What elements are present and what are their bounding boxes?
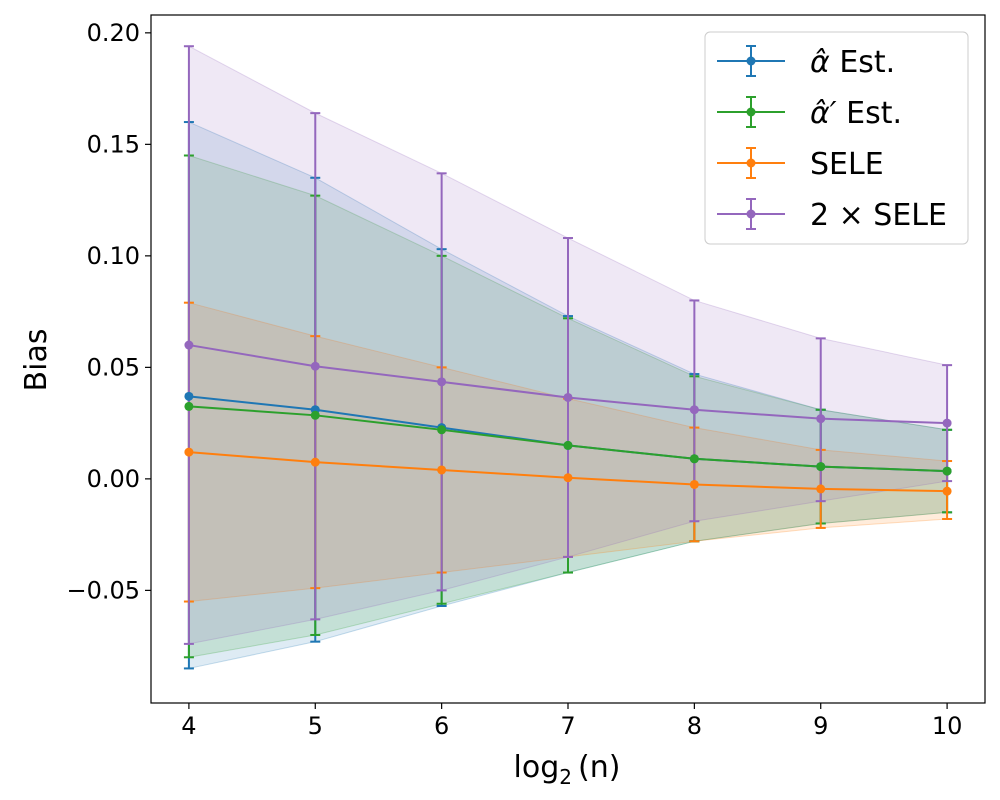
y-tick-label: 0.20 bbox=[87, 19, 140, 47]
x-axis-label-sub: 2 bbox=[559, 765, 572, 789]
legend-box bbox=[704, 31, 969, 245]
x-tick-label: 7 bbox=[560, 712, 575, 740]
legend-label-suffix: Est. bbox=[837, 96, 902, 131]
legend-marker bbox=[746, 158, 756, 168]
legend-marker bbox=[746, 56, 756, 66]
data-point bbox=[563, 473, 573, 483]
legend-label-main: α̂ bbox=[810, 45, 830, 80]
x-tick-label: 10 bbox=[932, 712, 963, 740]
data-point bbox=[437, 425, 447, 435]
y-tick-label: 0.15 bbox=[87, 130, 140, 158]
y-tick-label: 0.00 bbox=[87, 465, 140, 493]
data-point bbox=[310, 457, 320, 467]
legend-entry: SELE bbox=[717, 147, 884, 182]
y-tick-label: 0.10 bbox=[87, 242, 140, 270]
data-point bbox=[437, 377, 447, 387]
data-point bbox=[689, 405, 699, 415]
data-point bbox=[942, 418, 952, 428]
y-tick-label: 0.05 bbox=[87, 353, 140, 381]
legend-label: 2 × SELE bbox=[810, 198, 947, 233]
x-tick-label: 5 bbox=[308, 712, 323, 740]
data-point bbox=[816, 462, 826, 472]
y-tick-label: −0.05 bbox=[66, 576, 140, 604]
y-axis-ticks: −0.05 0.00 0.05 0.10 0.15 0.20 bbox=[66, 19, 151, 604]
data-point bbox=[816, 414, 826, 424]
x-tick-label: 8 bbox=[687, 712, 702, 740]
legend-label-main: α̂′ bbox=[810, 96, 837, 131]
data-point bbox=[689, 454, 699, 464]
data-point bbox=[816, 484, 826, 494]
data-point bbox=[184, 391, 194, 401]
legend-marker bbox=[746, 107, 756, 117]
x-tick-label: 4 bbox=[181, 712, 196, 740]
y-axis-label: Bias bbox=[19, 329, 54, 392]
data-point bbox=[563, 392, 573, 402]
legend-label-main: 2 × SELE bbox=[810, 198, 947, 233]
x-axis-ticks: 4 5 6 7 8 9 10 bbox=[181, 703, 962, 740]
data-point bbox=[184, 447, 194, 457]
data-point bbox=[184, 401, 194, 411]
legend-marker bbox=[746, 209, 756, 219]
legend-label-main: SELE bbox=[810, 147, 884, 182]
data-point bbox=[563, 440, 573, 450]
legend-label: SELE bbox=[810, 147, 884, 182]
legend-label: α̂′ Est. bbox=[810, 96, 902, 131]
data-point bbox=[184, 340, 194, 350]
x-axis-label-base: log bbox=[514, 750, 560, 785]
legend-label: α̂ Est. bbox=[810, 45, 895, 80]
x-tick-label: 6 bbox=[434, 712, 449, 740]
legend-label-suffix: Est. bbox=[830, 45, 895, 80]
x-tick-label: 9 bbox=[813, 712, 828, 740]
data-point bbox=[689, 479, 699, 489]
data-point bbox=[310, 361, 320, 371]
legend-entry: α̂′ Est. bbox=[717, 96, 902, 131]
series-markers bbox=[184, 340, 952, 496]
legend-entry: 2 × SELE bbox=[717, 198, 947, 233]
x-axis-label-arg: (n) bbox=[578, 750, 620, 785]
x-axis-label: log2 (n) bbox=[514, 750, 621, 789]
legend-entry: α̂ Est. bbox=[717, 45, 895, 80]
data-point bbox=[310, 410, 320, 420]
data-point bbox=[437, 465, 447, 475]
data-point bbox=[942, 466, 952, 476]
data-point bbox=[942, 486, 952, 496]
